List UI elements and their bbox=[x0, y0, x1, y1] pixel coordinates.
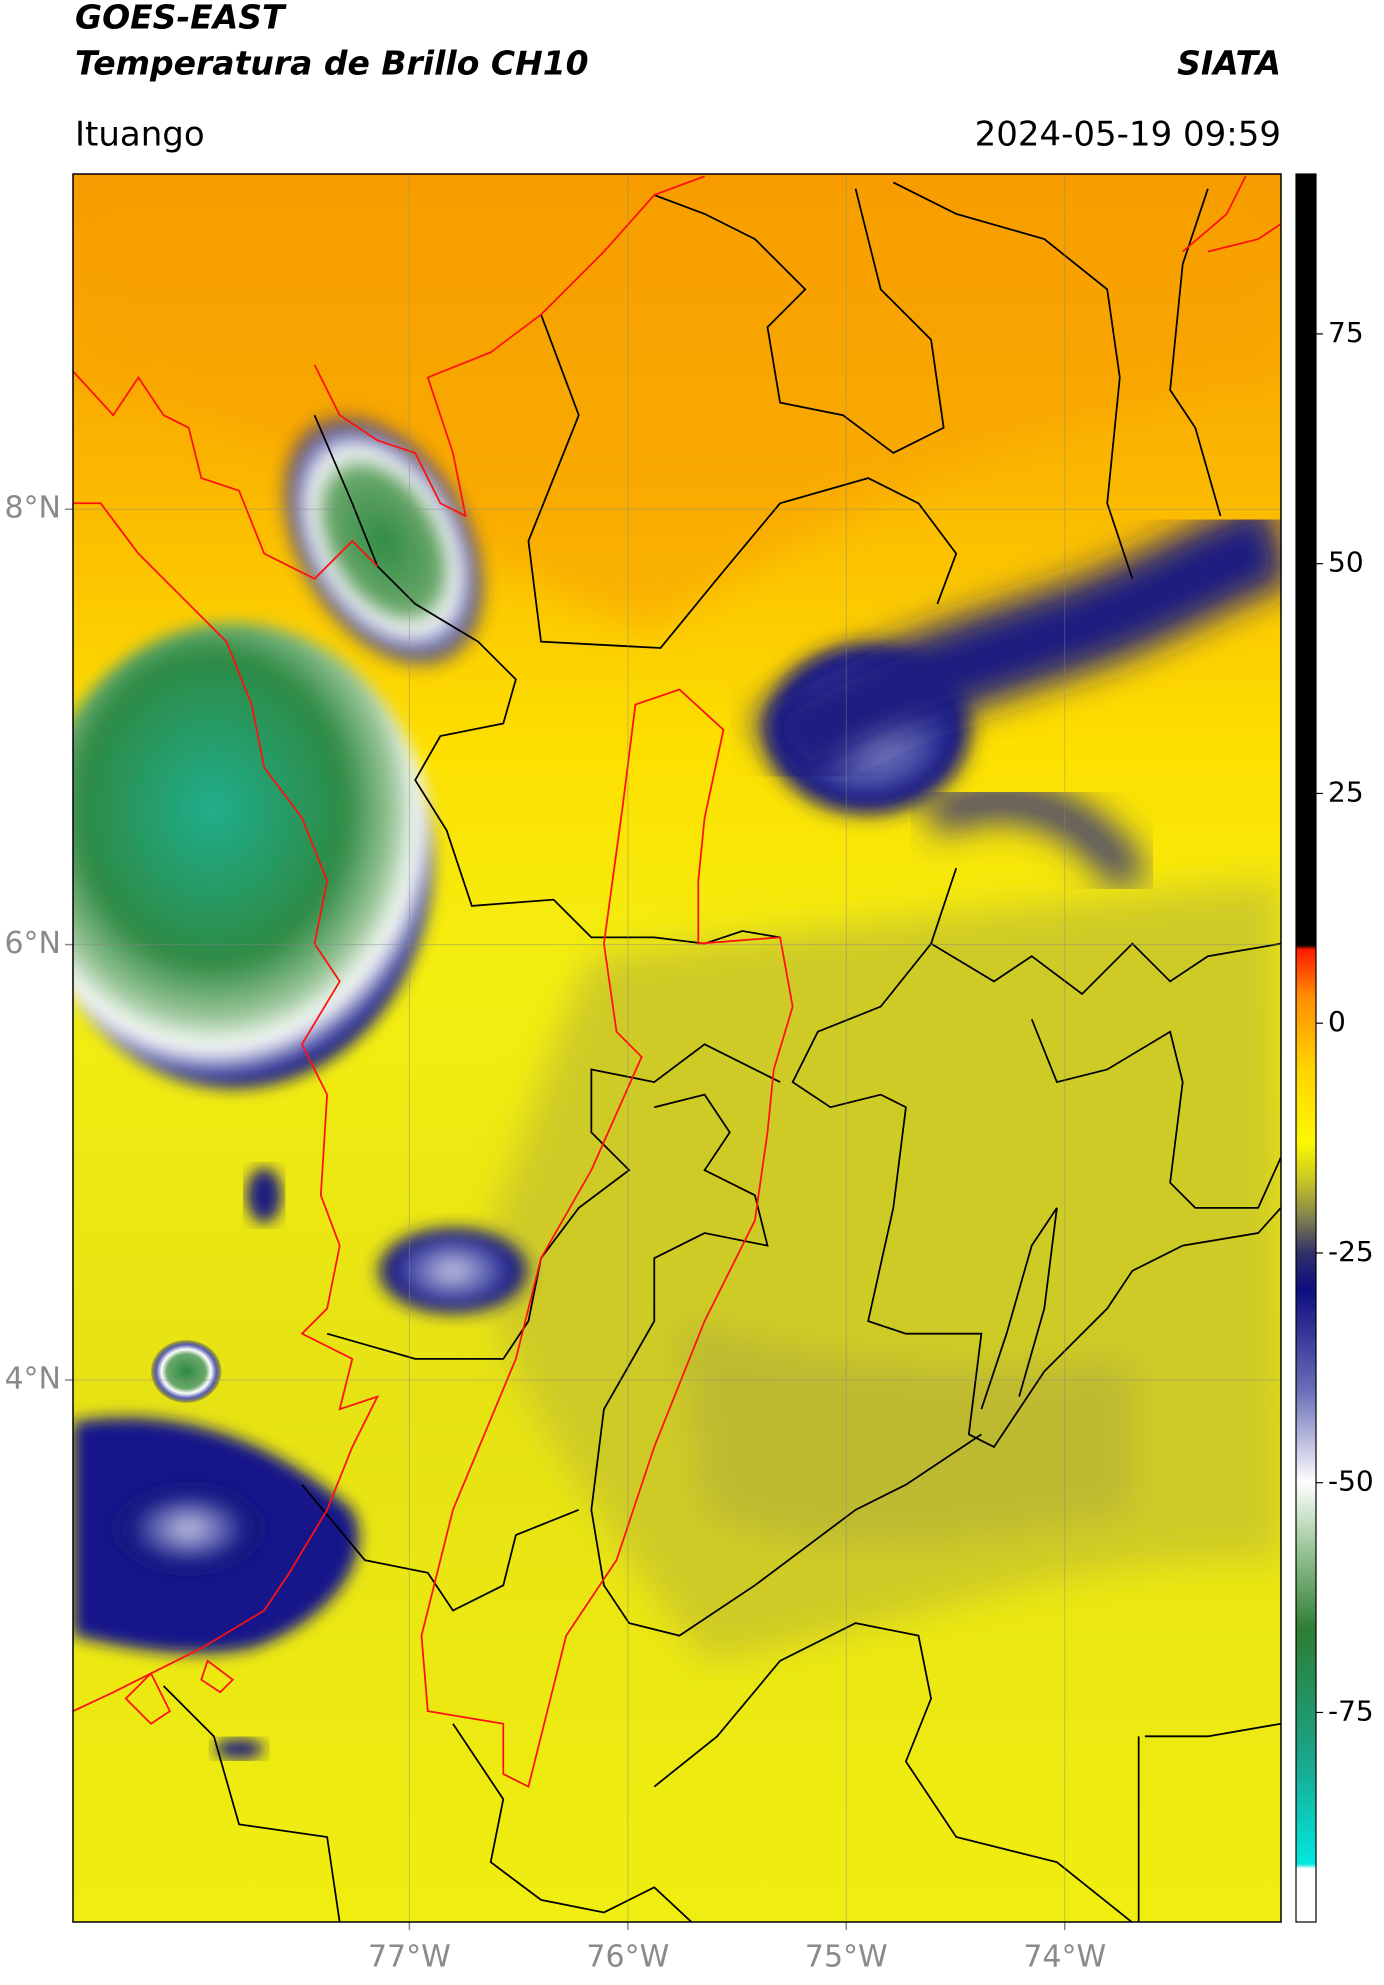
cloud-band bbox=[922, 781, 1149, 892]
cloud bbox=[213, 1738, 265, 1759]
source: SIATA bbox=[1177, 44, 1281, 83]
lat-label: 4°N bbox=[4, 1361, 61, 1396]
header: GOES-EAST Temperatura de Brillo CH10 SIA… bbox=[75, 0, 1281, 155]
colorbar-label: 25 bbox=[1328, 775, 1364, 808]
map-axes: 77°W 76°W 75°W 74°W 8°N 6°N 4°N bbox=[4, 174, 1281, 1975]
cloud bbox=[113, 1484, 265, 1573]
cloud bbox=[150, 1339, 222, 1403]
subtitle: Temperatura de Brillo CH10 bbox=[75, 44, 589, 83]
title: GOES-EAST bbox=[75, 0, 287, 37]
warm-region bbox=[679, 1321, 1133, 1544]
colorbar-label: -50 bbox=[1328, 1465, 1374, 1498]
lon-label: 76°W bbox=[586, 1940, 669, 1975]
colorbar-label: -25 bbox=[1328, 1235, 1374, 1268]
location: Ituango bbox=[75, 115, 205, 155]
colorbar: -75 -50 -25 0 25 50 75 bbox=[1295, 173, 1374, 1923]
warm-region bbox=[72, 173, 1281, 630]
map-frame bbox=[72, 173, 1282, 1923]
colorbar-scale bbox=[1295, 173, 1317, 1923]
map-imagery bbox=[72, 173, 1281, 1923]
cloud bbox=[371, 1222, 535, 1319]
lat-label: 8°N bbox=[4, 491, 61, 526]
lon-label: 74°W bbox=[1023, 1940, 1106, 1975]
datetime: 2024-05-19 09:59 bbox=[975, 115, 1281, 155]
lat-label: 6°N bbox=[4, 926, 61, 961]
colorbar-label: 75 bbox=[1328, 316, 1364, 349]
cloud bbox=[280, 413, 487, 669]
lon-label: 77°W bbox=[368, 1940, 451, 1975]
cloud bbox=[246, 1167, 282, 1223]
lon-label: 75°W bbox=[805, 1940, 888, 1975]
cloud bbox=[72, 622, 435, 1089]
colorbar-label: 0 bbox=[1328, 1005, 1346, 1038]
cloud-band bbox=[753, 498, 1281, 791]
colorbar-label: -75 bbox=[1328, 1694, 1374, 1727]
red-borders bbox=[72, 175, 1281, 1788]
admin-borders bbox=[162, 181, 1281, 1923]
colorbar-label: 50 bbox=[1328, 546, 1364, 579]
